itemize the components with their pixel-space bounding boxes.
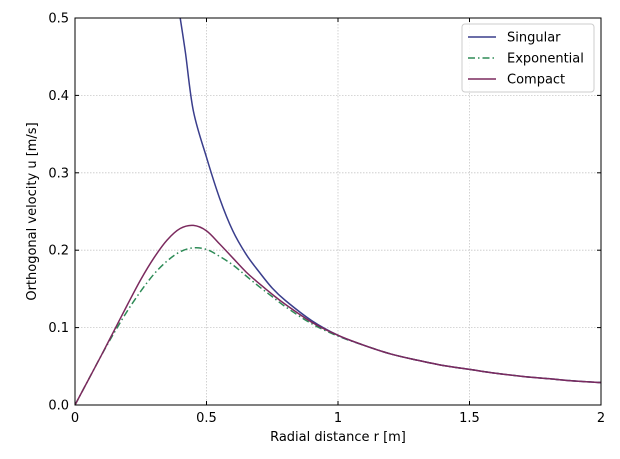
y-tick-label: 0.5 (48, 12, 69, 27)
legend-label-compact: Compact (507, 73, 565, 88)
y-tick-label: 0.2 (48, 244, 69, 259)
legend-label-singular: Singular (507, 31, 561, 46)
legend: Singular Exponential Compact (461, 23, 595, 93)
x-tick-label: 1 (334, 411, 342, 426)
y-axis-label: Orthogonal velocity u [m/s] (25, 122, 40, 300)
series-line-exponential (75, 247, 601, 405)
x-axis-label: Radial distance r [m] (270, 430, 406, 445)
x-tick-label: 1.5 (459, 411, 480, 426)
y-tick-label: 0.1 (48, 321, 69, 336)
series-line-compact (75, 224, 601, 405)
x-tick-label: 0.5 (196, 411, 217, 426)
x-tick-label: 0 (71, 411, 79, 426)
legend-label-exponential: Exponential (507, 52, 584, 67)
y-tick-label: 0.0 (48, 399, 69, 414)
y-tick-label: 0.3 (48, 166, 69, 181)
x-tick-label: 2 (597, 411, 605, 426)
legend-box (461, 23, 595, 93)
y-tick-label: 0.4 (48, 89, 69, 104)
series-layer (75, 18, 601, 405)
tick-labels: 0 0.5 1 1.5 2 0.0 0.1 0.2 0.3 0.4 0.5 (48, 12, 605, 427)
ticks (74, 17, 602, 406)
